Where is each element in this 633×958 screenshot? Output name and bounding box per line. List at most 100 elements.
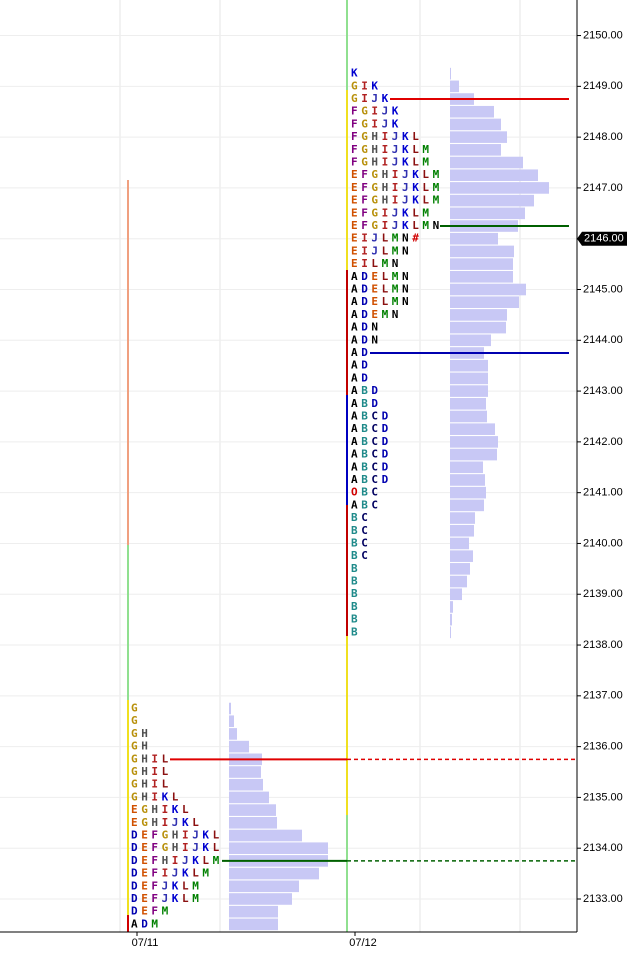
volume-bar [450,613,452,626]
y-tick-label: 2144.00 [583,334,623,346]
y-tick-label: 2135.00 [583,791,623,803]
y-tick-label: 2147.00 [583,182,623,194]
volume-bar [450,524,474,537]
volume-bar [450,67,451,80]
y-tick-label: 2141.00 [583,487,623,499]
volume-bar [229,702,231,715]
volume-bar [450,207,525,220]
volume-bar [229,740,249,753]
volume-bar [450,169,538,182]
volume-bar [450,258,513,270]
volume-bar [450,474,485,486]
volume-bar [229,715,234,728]
volume-bar [450,448,497,461]
y-tick-label: 2143.00 [583,385,623,397]
volume-bar [450,588,462,601]
volume-bar [450,156,523,169]
volume-bar [450,626,451,639]
volume-bar [450,550,473,562]
volume-bar [450,271,513,283]
volume-bar [229,791,269,804]
volume-bar [450,232,498,245]
y-tick-label: 2136.00 [583,741,623,753]
last-price-label: 2146.00 [584,233,624,245]
tpo-letters: G [131,714,138,727]
volume-bar [450,182,549,194]
volume-bar [450,499,484,512]
volume-bar [450,245,514,258]
volume-bar [450,194,534,207]
tpo-letters: B [351,600,358,613]
volume-bar [450,321,506,334]
tpo-letters: B [351,625,358,638]
x-tick-label: 07/12 [349,937,377,949]
volume-bar [450,283,526,296]
y-tick-label: 2139.00 [583,588,623,600]
volume-bar [450,436,498,448]
volume-bar [229,880,299,893]
volume-bar [450,118,501,131]
volume-bar [229,918,278,931]
y-tick-label: 2134.00 [583,842,623,854]
plot: GGG HG HG H I LG H I LG H I LG H I K LE G H I K LE G H I J K LD E F G… [127,0,577,932]
y-tick-label: 2138.00 [583,639,623,651]
volume-bar [229,778,263,791]
volume-bar [450,563,470,575]
tpo-letters: B [351,613,358,626]
volume-bar [450,410,487,423]
y-tick-label: 2137.00 [583,690,623,702]
volume-bar [450,309,507,321]
volume-bar [450,144,501,156]
y-tick-label: 2148.00 [583,131,623,143]
volume-bar [229,905,278,918]
volume-bar [229,817,277,829]
volume-bar [450,131,507,143]
y-tick-label: 2145.00 [583,283,623,295]
volume-bar [450,423,495,435]
